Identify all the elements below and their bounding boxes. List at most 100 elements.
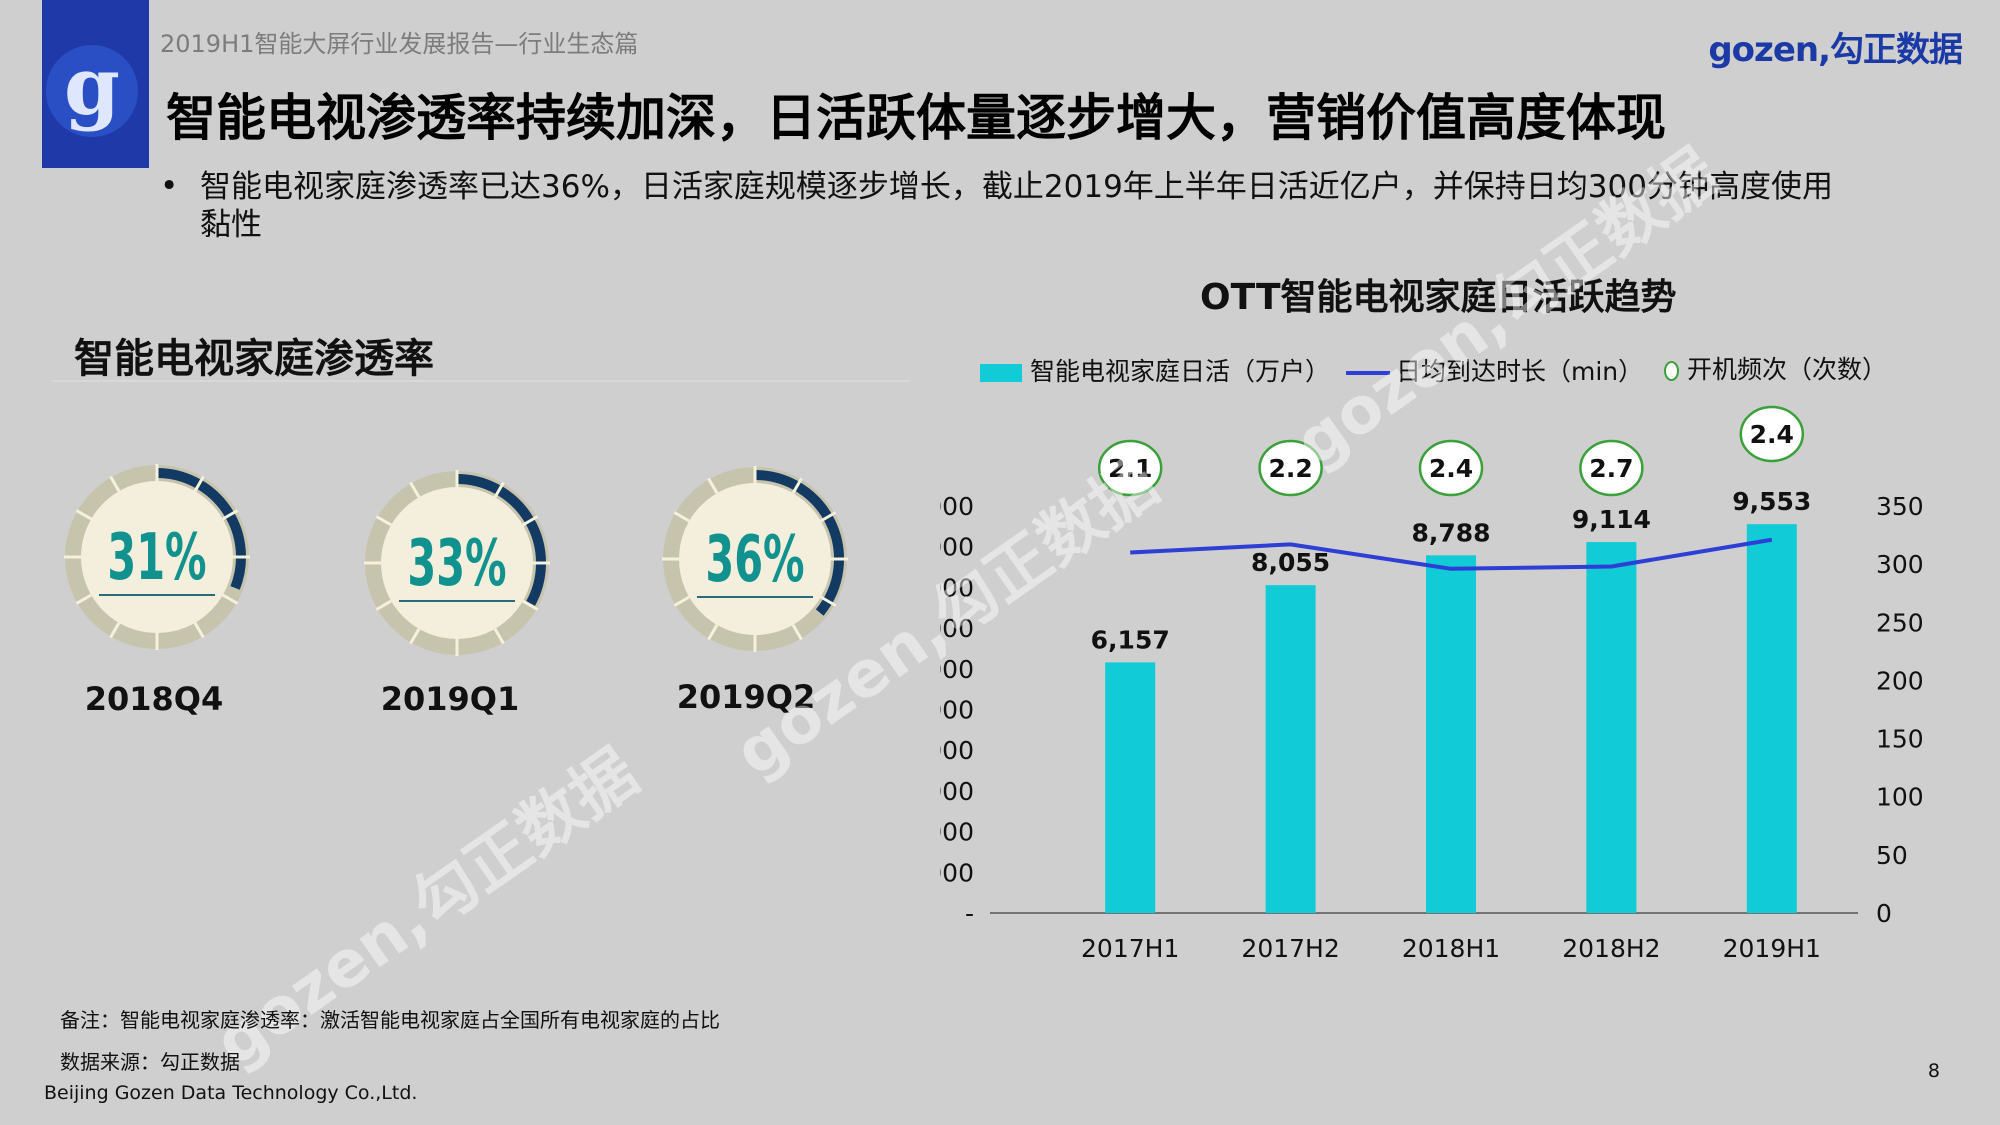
gauge-tick [791,624,803,641]
legend-marker-swatch [1664,361,1679,381]
gauge-tick [222,593,239,605]
gauge-label: 2019Q2 [676,678,816,716]
gauge-label: 2018Q4 [84,680,224,718]
gauge-tick [75,593,92,605]
gauge-tick [522,599,539,611]
legend-bar-swatch [980,364,1022,382]
frequency-value: 2.4 [1429,454,1473,483]
bar-value-label: 8,055 [1251,548,1330,577]
brand-logo: gozen,勾正数据 [1708,30,1963,70]
y-tick-label: 7,000 [940,614,974,643]
gauge-tick [193,475,205,492]
chart-title: OTT智能电视家庭日活跃趋势 [1200,277,1677,318]
y-tick-label: 3,000 [940,777,974,806]
summary-text: 智能电视家庭渗透率已达36%，日活家庭规模逐步增长，截止2019年上半年日活近亿… [200,169,1833,243]
gauge-tick [193,622,205,639]
y-tick-label: 5,000 [940,696,974,725]
y-tick-label: 9,000 [940,533,974,562]
gauge-tick [673,595,690,607]
bullet-icon: • [160,168,179,204]
legend-bar-label: 智能电视家庭日活（万户） [1030,357,1331,386]
gauge-2018q4: 31% [64,464,250,650]
frequency-bubble [1739,405,1805,463]
bar-2017H2 [1265,585,1316,913]
bar-2018H2 [1586,542,1637,913]
y-tick-label: 6,000 [940,655,974,684]
breadcrumb: 2019H1智能大屏行业发展报告—行业生态篇 [160,30,639,58]
gauge-tick [75,509,92,521]
gauge-tick [375,599,392,611]
bar-2017H1 [1105,662,1156,913]
footnote: 备注：智能电视家庭渗透率：激活智能电视家庭占全国所有电视家庭的占比 [60,1008,720,1032]
frequency-value: 2.1 [1108,454,1152,483]
frequency-marker: 2.1 [1097,439,1163,497]
y2-tick-label: 0 [1876,899,1892,928]
y-tick-label: 4,000 [940,736,974,765]
gauge-tick [375,515,392,527]
legend-line-swatch [1346,371,1390,375]
gauge-progress-arc [156,468,246,590]
ott-dau-chart: - 1,000 2,000 3,000 4,000 5,000 6,000 7,000 8,00… [940,405,1924,963]
legend-line-label: 日均到达时长（min） [1396,357,1644,386]
legend-marker: 开机频次（次数） [1664,350,1887,386]
gauge-tick [820,595,837,607]
frequency-marker: 2.4 [1739,405,1805,463]
gauge-progress-arc [754,470,844,616]
y2-tick-label: 150 [1876,725,1924,754]
divider [52,380,910,382]
data-source: 数据来源：勾正数据 [60,1050,240,1074]
gauge-tick [493,628,505,645]
bar-2018H1 [1426,555,1476,913]
gauge-tick [493,481,505,498]
frequency-value: 2.4 [1750,420,1794,449]
x-tick-label: 2017H1 [1081,934,1179,963]
frequency-marker: 2.4 [1418,439,1484,497]
gauge-tick [820,511,837,523]
y2-tick-label: 250 [1876,608,1924,637]
frequency-bubble [1418,439,1484,497]
frequency-value: 2.7 [1589,454,1633,483]
x-tick-label: 2018H1 [1402,934,1500,963]
bar-value-label: 6,157 [1091,625,1170,654]
y-tick-label: - [965,899,974,928]
y-tick-label: 2,000 [940,818,974,847]
legend-bar: 智能电视家庭日活（万户） [980,352,1330,388]
gauge-2019q2: 36% [662,466,848,652]
gauge-tick [522,515,539,527]
gauge-value: 33% [407,526,506,601]
penetration-title: 智能电视家庭渗透率 [74,336,434,382]
y2-tick-label: 200 [1876,666,1924,695]
gauge-value: 36% [705,522,804,597]
gauge-tick [109,622,121,639]
bar-value-label: 8,788 [1411,518,1490,547]
bar-2019H1 [1746,524,1797,913]
y2-tick-label: 300 [1876,550,1924,579]
x-tick-label: 2018H2 [1562,934,1660,963]
gauge-tick [409,628,421,645]
page-number: 8 [1927,1060,1940,1082]
x-tick-label: 2017H2 [1241,934,1339,963]
y-tick-label: 10,000 [940,492,974,521]
frequency-marker: 2.7 [1579,439,1644,497]
y2-tick-label: 50 [1876,841,1908,870]
gauge-tick [109,475,121,492]
legend-line: 日均到达时长（min） [1346,352,1643,388]
frequency-value: 2.2 [1268,454,1312,483]
gauge-tick [409,481,421,498]
legend-marker-label: 开机频次（次数） [1687,355,1888,384]
y-tick-label: 8,000 [940,573,974,602]
gauge-value: 31% [107,520,206,595]
gauge-2019q1: 33% [364,470,550,656]
frequency-bubble [1097,439,1163,497]
svg-text:g: g [64,39,120,133]
bar-value-label: 9,553 [1732,487,1811,516]
gozen-g-logo-icon: g [46,39,138,137]
gauge-tick [791,477,803,494]
page-title: 智能电视渗透率持续加深，日活跃体量逐步增大，营销价值高度体现 [166,89,1666,147]
y-tick-label: 1,000 [940,858,974,887]
gauge-tick [707,624,719,641]
gauge-tick [673,511,690,523]
gauge-tick [222,509,239,521]
y2-tick-label: 350 [1876,492,1924,521]
frequency-marker: 2.2 [1258,439,1323,497]
